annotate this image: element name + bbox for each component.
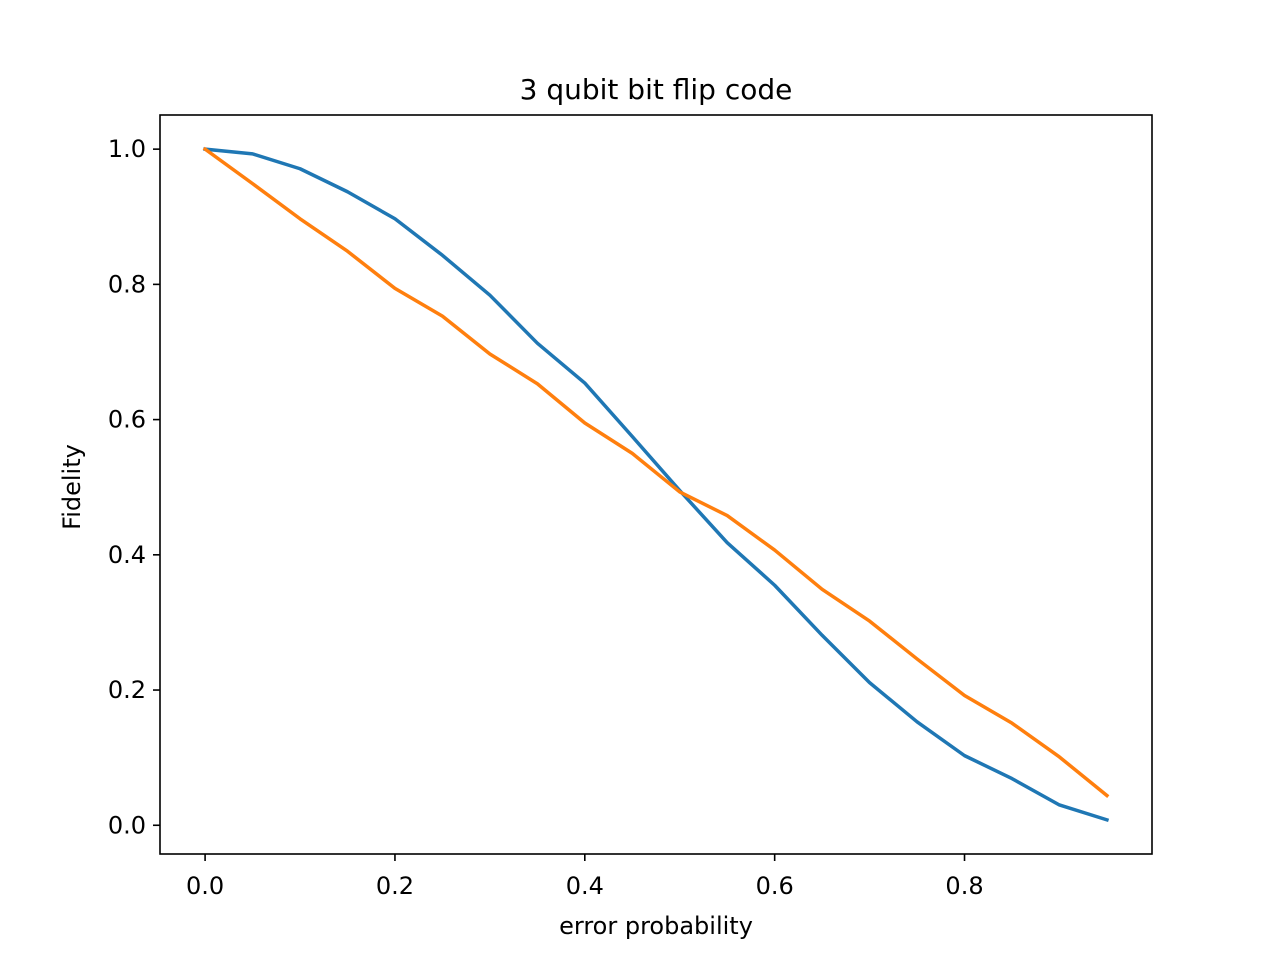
- y-tick-label: 0.2: [108, 676, 146, 704]
- axes-frame: [159, 114, 1153, 855]
- x-tick-label: 0.6: [756, 872, 794, 900]
- chart-title: 3 qubit bit flip code: [520, 73, 793, 106]
- y-tick-label: 0.4: [108, 541, 146, 569]
- x-axis-label: error probability: [559, 912, 753, 940]
- x-tick-label: 0.0: [186, 872, 224, 900]
- plot-area: 0.0 0.2 0.4 0.6 0.8 0.0 0.2 0.4 0.6 0.8 1.0: [108, 114, 1153, 900]
- x-tick-label: 0.4: [566, 872, 604, 900]
- y-axis-label: Fidelity: [58, 444, 86, 530]
- y-tick-label: 0.0: [108, 811, 146, 839]
- y-tick-label: 1.0: [108, 135, 146, 163]
- y-tick-label: 0.6: [108, 406, 146, 434]
- x-tick-label: 0.8: [945, 872, 983, 900]
- x-tick-label: 0.2: [376, 872, 414, 900]
- series-line-1: [203, 147, 1110, 823]
- y-tick-label: 0.8: [108, 270, 146, 298]
- series-line-2: [202, 146, 1110, 798]
